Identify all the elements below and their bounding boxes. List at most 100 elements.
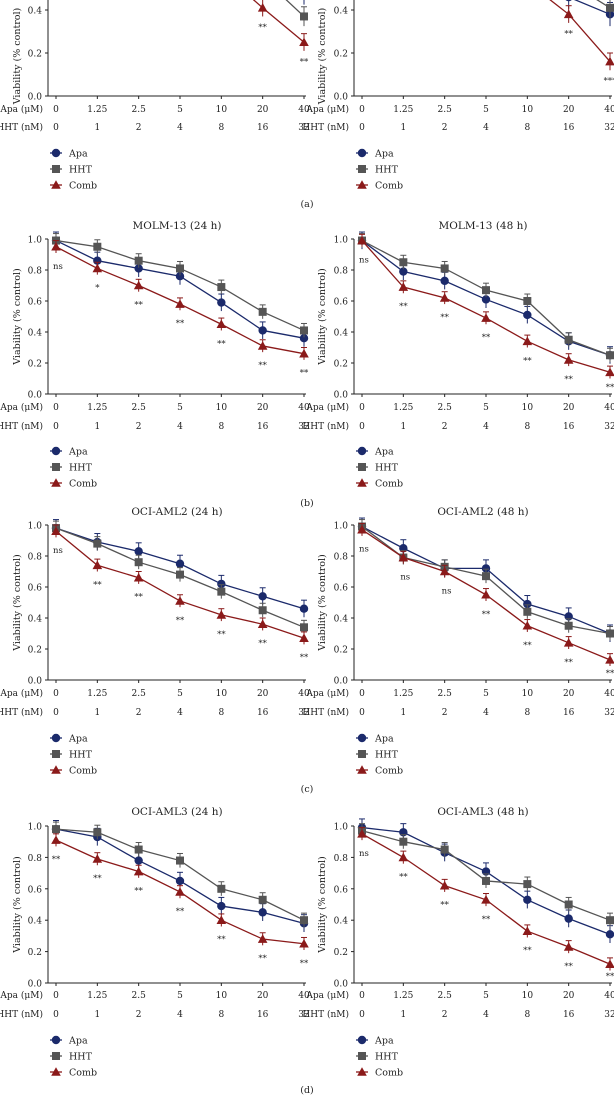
apa-dose-label: 0 bbox=[53, 689, 59, 699]
hht-marker bbox=[399, 837, 408, 846]
apa-dose-label: 2.5 bbox=[132, 403, 147, 413]
hht-dose-label: 2 bbox=[442, 708, 448, 718]
comb-marker bbox=[398, 552, 409, 562]
hht-marker bbox=[440, 845, 449, 854]
hht-marker bbox=[217, 587, 226, 596]
significance-mark: ns bbox=[359, 849, 369, 859]
apa-marker bbox=[51, 733, 61, 743]
chart-title: OCI-AML3 (24 h) bbox=[131, 806, 222, 818]
hht-dose-label: 0 bbox=[359, 708, 365, 718]
comb-marker bbox=[522, 926, 533, 935]
apa-dose-label: 5 bbox=[177, 991, 183, 1001]
series-group bbox=[357, 231, 614, 379]
series-line-comb bbox=[549, 0, 611, 63]
legend-label-apa: Apa bbox=[374, 447, 394, 458]
apa-marker bbox=[481, 295, 491, 304]
chart-4: MOLM-13 (48 h) 0.0 0.2 0.4 0.6 0.8 1.0 Viabilit… bbox=[302, 220, 614, 490]
chart-3: MOLM-13 (24 h) 0.0 0.2 0.4 0.6 0.8 1.0 Viabilit… bbox=[0, 220, 310, 490]
apa-dose-label: 40 bbox=[298, 991, 310, 1001]
y-tick-label: 0.0 bbox=[28, 677, 43, 687]
apa-marker bbox=[134, 547, 143, 556]
chart-title: OCI-AML3 (48 h) bbox=[437, 806, 528, 818]
legend-label-comb: Comb bbox=[375, 479, 403, 490]
apa-dose-label: 10 bbox=[522, 105, 534, 115]
apa-dose-label: 5 bbox=[177, 403, 183, 413]
apa-dose-label: 10 bbox=[522, 991, 534, 1001]
legend-label-hht: HHT bbox=[69, 165, 93, 176]
hht-marker bbox=[176, 856, 184, 865]
legend-label-hht: HHT bbox=[69, 750, 93, 761]
apa-dose-label: 20 bbox=[257, 105, 269, 115]
y-tick-label: 0.0 bbox=[28, 980, 43, 990]
y-tick-label: 0.8 bbox=[334, 854, 349, 864]
hht-marker bbox=[564, 335, 573, 344]
apa-marker bbox=[258, 908, 267, 917]
hht-dose-label: 2 bbox=[442, 123, 448, 133]
hht-dose-label: 8 bbox=[218, 1010, 224, 1020]
comb-marker bbox=[563, 942, 574, 951]
apa-marker bbox=[217, 298, 226, 307]
apa-dose-label: 2.5 bbox=[132, 689, 147, 699]
significance-mark: ** bbox=[134, 593, 143, 603]
comb-marker bbox=[605, 655, 614, 664]
significance-mark: ** bbox=[564, 29, 573, 39]
apa-dose-label: 10 bbox=[522, 403, 534, 413]
apa-dose-label: 1.25 bbox=[87, 991, 107, 1001]
apa-dose-label: 2.5 bbox=[438, 689, 453, 699]
hht-dose-label: 4 bbox=[483, 422, 489, 432]
significance-mark: ** bbox=[300, 369, 309, 379]
significance-mark: ** bbox=[52, 855, 61, 865]
apa-marker bbox=[605, 930, 614, 939]
hht-dose-header: HHT (nM) bbox=[0, 1009, 43, 1020]
hht-dose-label: 16 bbox=[257, 422, 269, 432]
hht-dose-header: HHT (nM) bbox=[302, 707, 349, 718]
apa-dose-label: 0 bbox=[53, 403, 59, 413]
significance-mark: ns bbox=[359, 256, 369, 266]
hht-marker bbox=[93, 242, 102, 251]
comb-marker bbox=[481, 589, 491, 599]
hht-dose-label: 32 bbox=[298, 123, 309, 133]
y-tick-label: 0.2 bbox=[334, 360, 348, 370]
apa-marker bbox=[481, 564, 491, 573]
y-axis-label: Viability (% control) bbox=[12, 8, 23, 106]
series-group bbox=[51, 820, 309, 951]
hht-dose-label: 1 bbox=[400, 1010, 406, 1020]
y-tick-label: 0.8 bbox=[28, 553, 43, 563]
apa-dose-label: 1.25 bbox=[87, 105, 107, 115]
significance-mark: ** bbox=[217, 630, 226, 640]
hht-dose-label: 4 bbox=[177, 708, 183, 718]
y-tick-label: 0.4 bbox=[334, 917, 349, 927]
apa-dose-label: 20 bbox=[257, 991, 269, 1001]
apa-dose-header: Apa (μM) bbox=[305, 688, 349, 699]
apa-dose-label: 1.25 bbox=[393, 403, 413, 413]
hht-marker bbox=[52, 750, 60, 758]
hht-dose-header: HHT (nM) bbox=[0, 421, 43, 432]
comb-marker bbox=[605, 959, 614, 968]
hht-marker bbox=[482, 286, 490, 295]
hht-dose-label: 8 bbox=[524, 422, 530, 432]
comb-marker bbox=[522, 336, 533, 346]
hht-dose-label: 0 bbox=[53, 422, 59, 432]
apa-dose-label: 2.5 bbox=[132, 105, 147, 115]
hht-dose-label: 4 bbox=[483, 123, 489, 133]
hht-dose-label: 32 bbox=[604, 1010, 614, 1020]
hht-marker bbox=[258, 307, 267, 316]
y-tick-label: 0.6 bbox=[28, 298, 43, 308]
comb-marker bbox=[257, 619, 268, 628]
y-tick-label: 1.0 bbox=[28, 236, 43, 246]
hht-dose-label: 16 bbox=[257, 1010, 269, 1020]
apa-dose-header: Apa (μM) bbox=[0, 104, 43, 115]
hht-dose-label: 1 bbox=[94, 708, 100, 718]
hht-marker bbox=[358, 463, 366, 471]
comb-marker bbox=[133, 280, 144, 290]
apa-dose-header: Apa (μM) bbox=[305, 104, 349, 115]
apa-marker bbox=[51, 148, 61, 158]
series-line-hht bbox=[55, 239, 305, 332]
apa-dose-label: 5 bbox=[483, 689, 489, 699]
apa-marker bbox=[134, 264, 143, 273]
significance-mark: ** bbox=[93, 580, 102, 590]
apa-dose-label: 5 bbox=[177, 689, 183, 699]
hht-marker bbox=[523, 297, 532, 305]
apa-dose-label: 40 bbox=[298, 105, 310, 115]
chart-2: 0.00.20.40.6Viability (% control)Apa (μM… bbox=[302, 0, 614, 192]
